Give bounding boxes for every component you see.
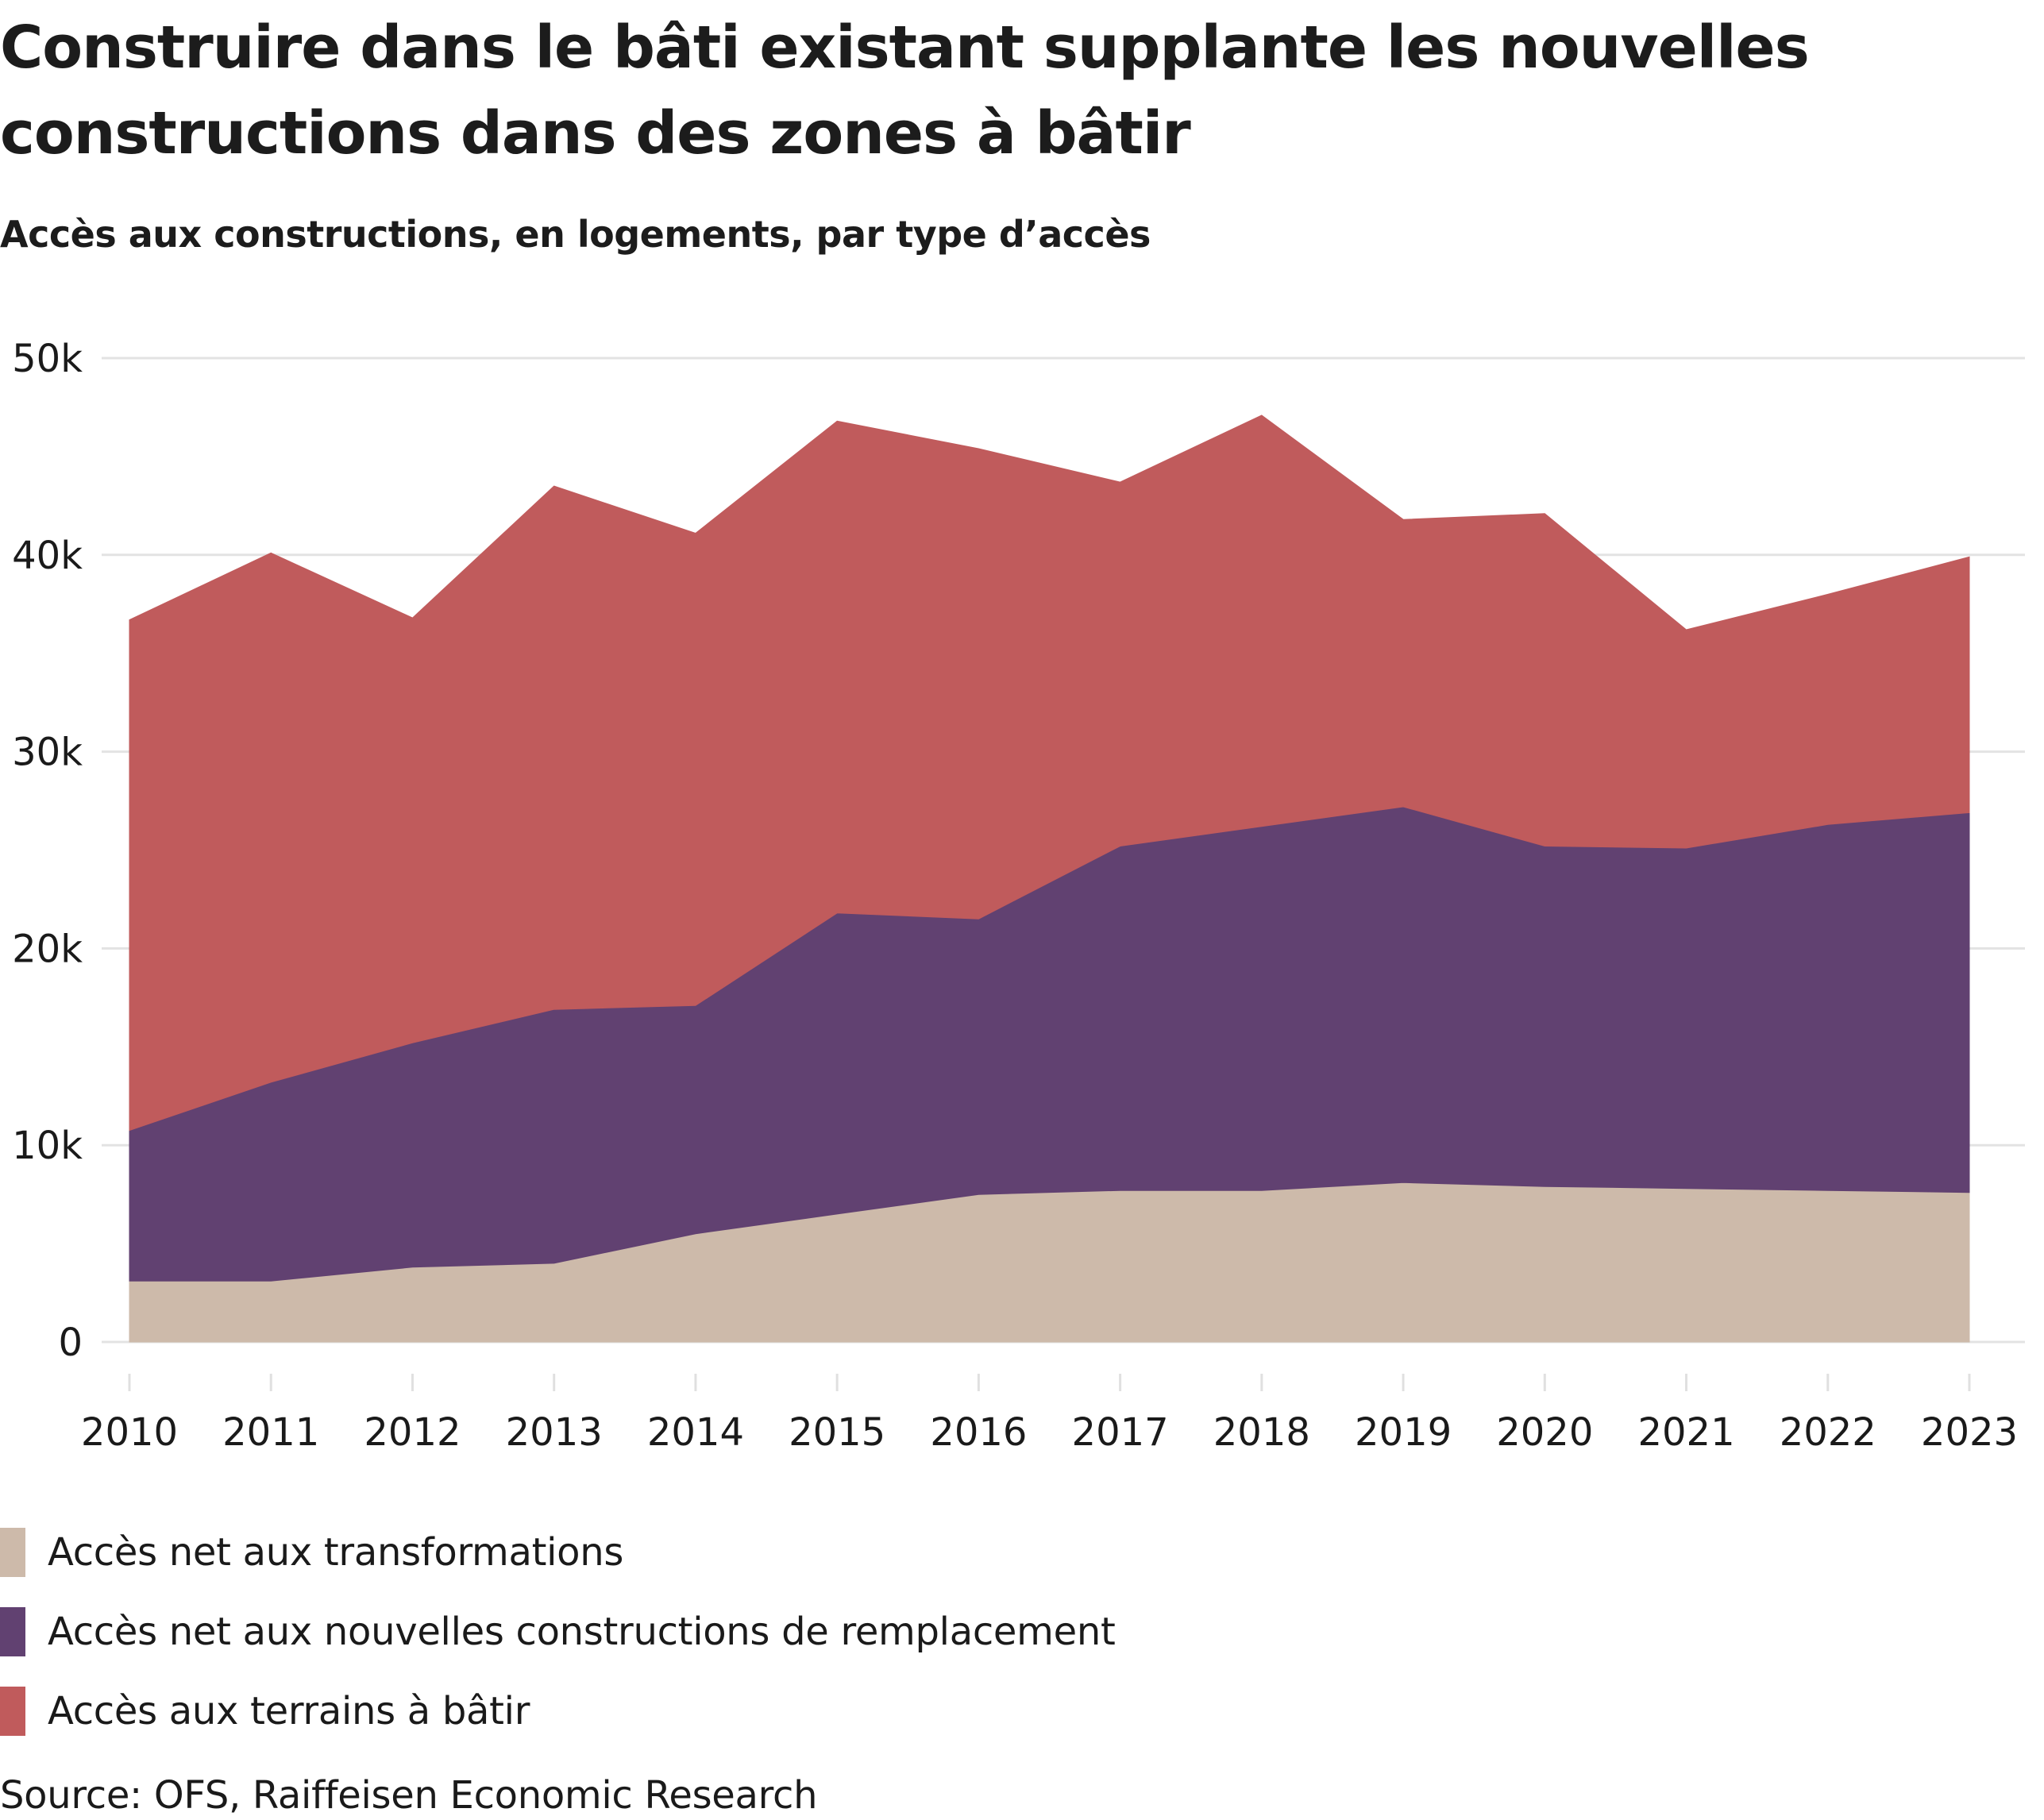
chart-title: Construire dans le bâti existant supplan… (0, 13, 1810, 168)
x-tick-label: 2022 (1780, 1410, 1876, 1455)
legend: Accès net aux transformations Accès net … (0, 1513, 1116, 1751)
x-tick-label: 2021 (1637, 1410, 1734, 1455)
x-tick-label: 2016 (930, 1410, 1027, 1455)
legend-item-transformations: Accès net aux transformations (0, 1513, 1115, 1592)
legend-swatch (0, 1607, 25, 1656)
legend-item-replacement: Accès net aux nouvelles constructions de… (0, 1592, 1116, 1672)
legend-label: Accès net aux nouvelles constructions de… (48, 1610, 1116, 1654)
legend-label: Accès net aux transformations (48, 1530, 624, 1575)
y-tick-label: 10k (12, 1124, 83, 1168)
y-tick-label: 20k (12, 927, 83, 971)
legend-swatch (0, 1528, 25, 1577)
y-tick-label: 40k (12, 534, 83, 578)
x-tick-label: 2023 (1921, 1410, 2018, 1455)
y-tick-label: 30k (12, 731, 83, 775)
x-tick-label: 2012 (364, 1410, 461, 1455)
x-tick-label: 2015 (789, 1410, 885, 1455)
x-tick-label: 2020 (1496, 1410, 1593, 1455)
x-axis: 2010 2011 2012 2013 2014 2015 2016 2017 2018 2019… (81, 1374, 2018, 1455)
x-tick-label: 2010 (81, 1410, 178, 1455)
chart-subtitle: Accès aux constructions, en logements, p… (0, 213, 1151, 256)
y-tick-label: 50k (12, 337, 83, 381)
x-tick-label: 2011 (222, 1410, 319, 1455)
x-tick-label: 2019 (1355, 1410, 1452, 1455)
legend-swatch (0, 1687, 25, 1736)
x-tick-label: 2013 (506, 1410, 603, 1455)
x-tick-label: 2014 (647, 1410, 744, 1455)
area-series (129, 415, 1970, 1343)
y-tick-label: 0 (58, 1321, 83, 1365)
legend-item-terrains: Accès aux terrains à bâtir (0, 1672, 1115, 1751)
legend-label: Accès aux terrains à bâtir (48, 1689, 530, 1733)
x-tick-label: 2017 (1072, 1410, 1169, 1455)
y-axis: 0 10k 20k 30k 40k 50k (12, 337, 83, 1365)
area-terrains (129, 415, 1970, 1132)
source-note: Source: OFS, Raiffeisen Economic Researc… (0, 1773, 818, 1818)
x-tick-label: 2018 (1213, 1410, 1310, 1455)
